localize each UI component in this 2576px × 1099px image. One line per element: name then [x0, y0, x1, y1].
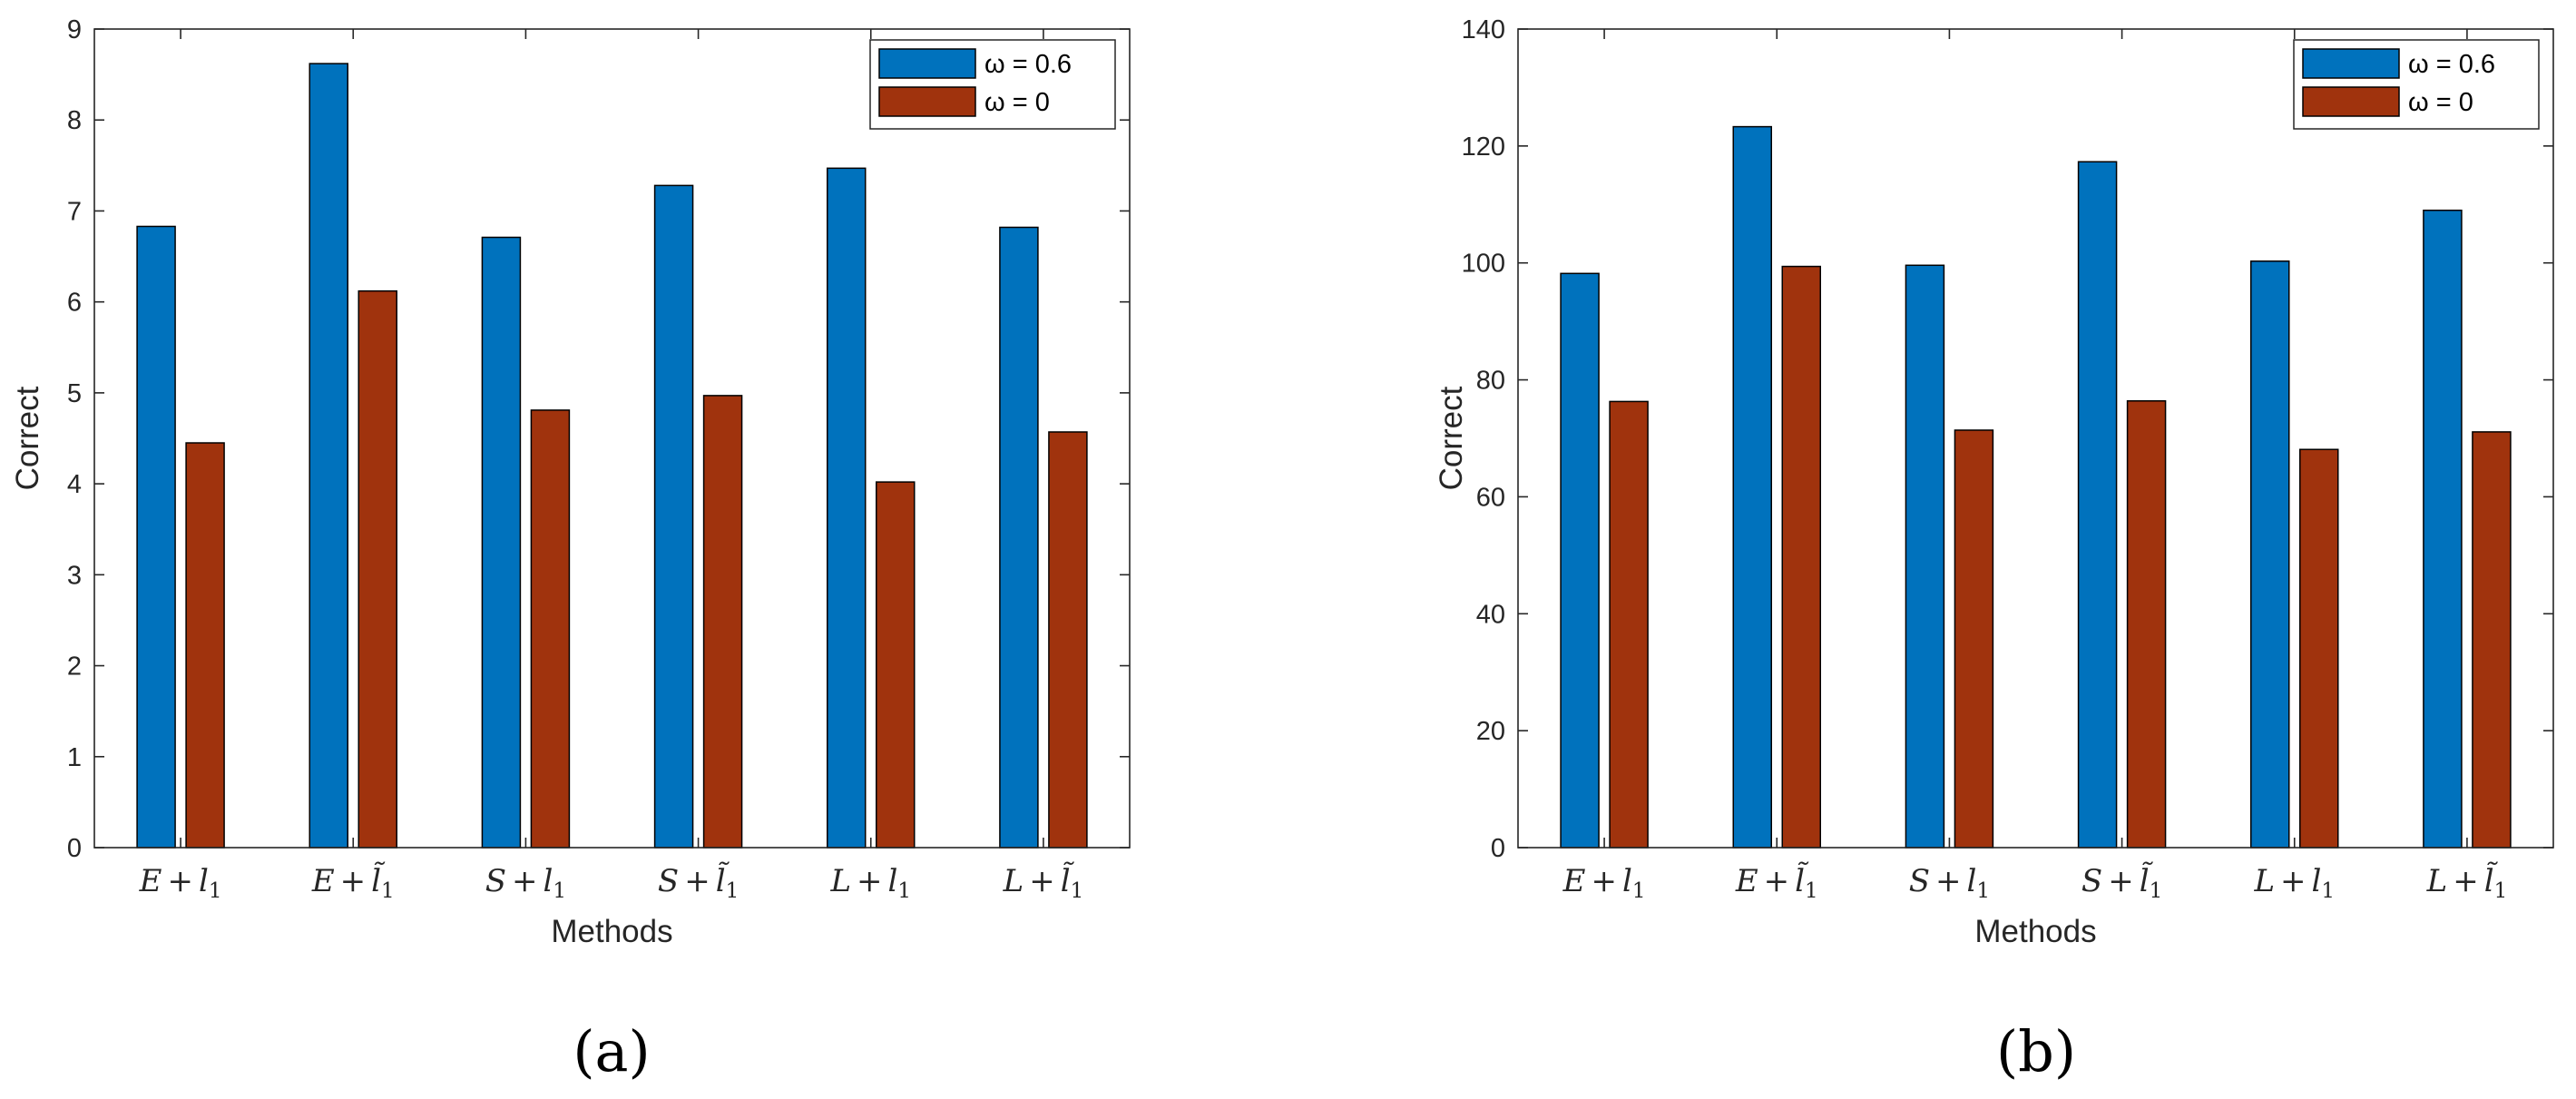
y-tick-label: 4: [67, 470, 82, 499]
bar-omega-0-6: [2472, 431, 2512, 849]
bar-omega-0-6-2: [309, 63, 348, 849]
y-tick-label: 140: [1462, 15, 1505, 44]
bar-omega-0-6-4: [2077, 161, 2118, 849]
bar-omega-0-6-1: [136, 225, 176, 849]
y-tick-label: 9: [67, 15, 82, 44]
x-tick-label: S + l̃1: [658, 862, 739, 903]
y-tick-label: 80: [1476, 367, 1505, 396]
y-tick-label: 5: [67, 379, 82, 408]
bar-omega-0-3: [1954, 429, 1994, 849]
y-tick-label: 0: [1491, 834, 1505, 863]
x-tick-label: E + l̃1: [1735, 862, 1818, 903]
bar-omega-0-6-1: [1560, 272, 1600, 849]
bar-omega-0-4: [2126, 400, 2167, 849]
x-tick-label: E + l̃1: [311, 862, 395, 903]
x-tick-label: S + l̃1: [2081, 862, 2162, 903]
x-tick-label: S + l1: [1909, 863, 1990, 903]
legend-swatch: [2302, 86, 2400, 117]
bar-omega-0-6-6: [2423, 209, 2463, 849]
y-tick-label: 3: [67, 561, 82, 590]
plot-area: [94, 29, 1130, 848]
y-tick-label: 8: [67, 106, 82, 135]
axes-box: [93, 28, 1131, 849]
legend-swatch: [878, 48, 976, 79]
chart-panel-b: 0 20 40 60 80 100 120 140 E + l1 E + l̃1 S + l1 S + l̃1 L + l1…: [1434, 15, 2554, 1084]
bar-omega-0-3: [530, 409, 571, 849]
bar-omega-0-6-5: [2250, 260, 2290, 849]
y-tick-label: 40: [1476, 600, 1505, 629]
y-tick-label: 2: [67, 653, 82, 682]
bar-omega-0-6-6: [999, 226, 1039, 849]
x-axis-label: Methods: [551, 914, 672, 949]
bar-omega-0-6-4: [653, 184, 694, 849]
bar-omega-0-1: [1609, 400, 1649, 849]
y-tick-label: 120: [1462, 132, 1505, 162]
x-tick-label: E + l1: [139, 863, 222, 903]
legend-label: ω = 0.6: [984, 50, 1072, 79]
y-tick-label: 6: [67, 289, 82, 318]
legend: ω = 0.6 ω = 0: [2293, 39, 2540, 130]
panel-label: (a): [573, 1018, 650, 1084]
y-tick-label: 1: [67, 743, 82, 772]
axes-box: [1517, 28, 2554, 849]
x-tick-label: E + l1: [1562, 863, 1646, 903]
bar-omega-0-6-2: [1732, 125, 1772, 849]
x-tick-label: L + l1: [2253, 863, 2335, 903]
legend-label: ω = 0: [984, 88, 1050, 117]
y-tick-label: 7: [67, 197, 82, 226]
x-tick-label: L + l̃1: [2426, 862, 2508, 903]
y-tick-label: 100: [1462, 250, 1505, 279]
bar-omega-0-6-5: [827, 167, 867, 849]
legend: ω = 0.6 ω = 0: [869, 39, 1116, 130]
x-tick-label: L + l1: [829, 863, 911, 903]
legend-swatch: [2302, 48, 2400, 79]
x-tick-label: S + l1: [485, 863, 566, 903]
plot-area: [1518, 29, 2553, 848]
legend-swatch: [878, 86, 976, 117]
y-tick-label: 20: [1476, 717, 1505, 746]
bar-omega-0-6-3: [1905, 264, 1945, 849]
y-axis-label: Correct: [1434, 386, 1469, 490]
y-tick-label: 0: [67, 834, 82, 863]
y-tick-label: 60: [1476, 483, 1505, 512]
x-axis-label: Methods: [1974, 914, 2096, 949]
legend-label: ω = 0: [2408, 88, 2473, 117]
bar-omega-0-4: [702, 395, 743, 849]
bar-omega-0-2: [358, 289, 397, 849]
bar-omega-0-5: [876, 481, 916, 849]
bar-omega-0-2: [1781, 265, 1821, 849]
y-axis-label: Correct: [10, 386, 45, 490]
x-tick-label: L + l̃1: [1003, 862, 1084, 903]
bar-omega-0-1: [185, 442, 225, 849]
chart-panel-a: 0 1 2 3 4 5 6 7 8 9 E + l1 E + l̃1 S + l1 S + l̃1 L + l1 L + l̃1 Met…: [10, 15, 1131, 1084]
bar-omega-0-6: [1048, 431, 1088, 849]
legend-label: ω = 0.6: [2408, 50, 2495, 79]
bar-omega-0-6-3: [481, 236, 522, 849]
panel-label: (b): [1996, 1018, 2076, 1084]
bar-omega-0-5: [2299, 448, 2339, 849]
